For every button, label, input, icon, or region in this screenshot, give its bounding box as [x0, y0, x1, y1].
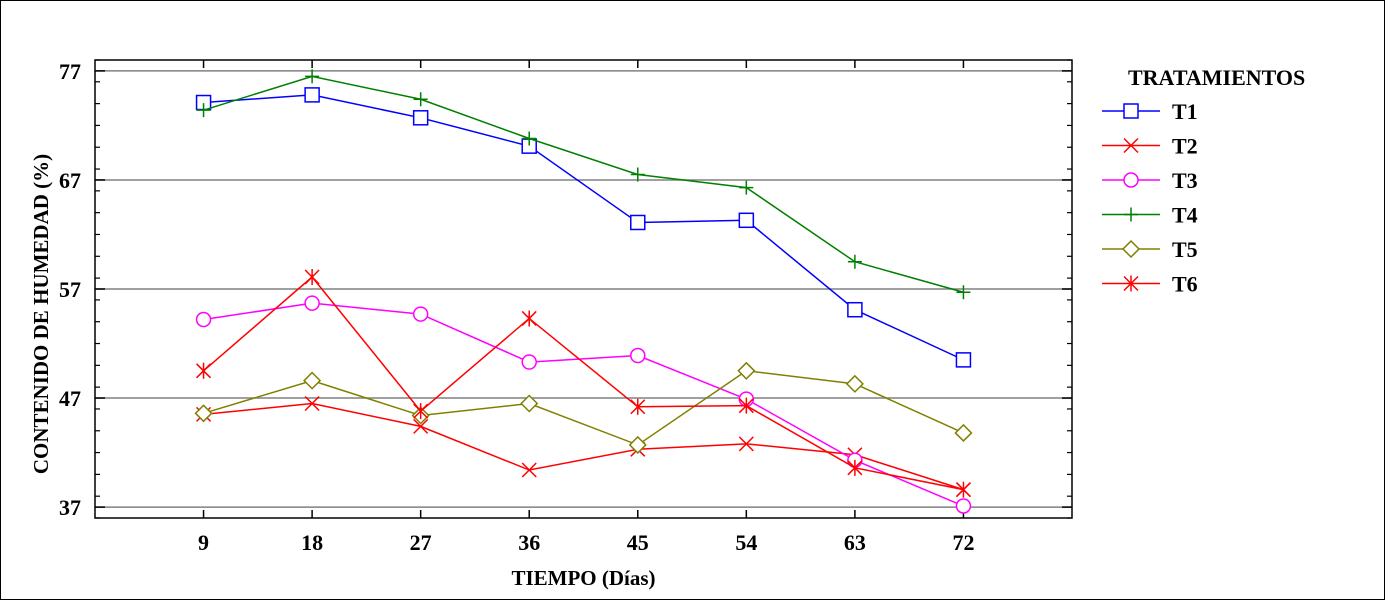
- data-point-t3: [631, 349, 645, 363]
- series-line-t2: [204, 404, 964, 490]
- x-tick-label: 36: [518, 530, 540, 555]
- legend-label: T5: [1172, 237, 1198, 262]
- y-tick-label: 67: [59, 168, 81, 193]
- data-point-t1: [739, 213, 753, 227]
- legend-marker: [1124, 173, 1138, 187]
- legend-label: T6: [1172, 272, 1198, 297]
- data-point-t1: [956, 353, 970, 367]
- data-point-t3: [956, 499, 970, 513]
- series-t2: [197, 397, 971, 497]
- y-tick-label: 37: [59, 495, 81, 520]
- data-point-t3: [197, 313, 211, 327]
- data-point-t5: [738, 363, 754, 379]
- data-point-t1: [305, 88, 319, 102]
- data-point-t4: [739, 181, 753, 195]
- legend-item-t1: T1: [1102, 99, 1198, 124]
- legend-item-t2: T2: [1102, 134, 1198, 159]
- data-point-t1: [631, 215, 645, 229]
- data-point-t3: [522, 355, 536, 369]
- legend-item-t5: T5: [1102, 237, 1198, 262]
- legend-label: T3: [1172, 168, 1198, 193]
- legend-item-t4: T4: [1102, 203, 1198, 228]
- data-point-t3: [305, 296, 319, 310]
- legend-marker: [1123, 241, 1139, 257]
- x-tick-label: 54: [735, 530, 757, 555]
- data-point-t4: [414, 92, 428, 106]
- x-tick-label: 9: [198, 530, 209, 555]
- data-point-t6: [414, 403, 428, 419]
- x-tick-label: 18: [301, 530, 323, 555]
- data-point-t4: [848, 255, 862, 269]
- data-point-t5: [847, 376, 863, 392]
- y-tick-label: 47: [59, 386, 81, 411]
- data-point-t6: [956, 482, 970, 498]
- data-point-t5: [304, 373, 320, 389]
- legend-label: T2: [1172, 134, 1198, 159]
- gridlines: [95, 71, 1072, 507]
- x-axis-title: TIEMPO (Días): [511, 566, 655, 590]
- x-tick-label: 72: [952, 530, 974, 555]
- data-point-t3: [414, 307, 428, 321]
- legend: T1 T2 T3 T4 T5 T6: [1102, 99, 1198, 297]
- x-tick-label: 27: [410, 530, 432, 555]
- data-point-t6: [197, 363, 211, 379]
- data-point-t6: [522, 310, 536, 326]
- y-axis-title: CONTENIDO DE HUMEDAD (%): [29, 154, 53, 474]
- data-point-t4: [956, 285, 970, 299]
- legend-item-t6: T6: [1102, 272, 1198, 297]
- legend-title: TRATAMIENTOS: [1128, 65, 1305, 90]
- series-t1: [197, 88, 971, 367]
- data-point-t6: [848, 460, 862, 476]
- series-layer: [196, 69, 972, 513]
- data-point-t6: [305, 269, 319, 285]
- data-point-t2: [522, 463, 536, 477]
- data-point-t5: [955, 425, 971, 441]
- data-point-t1: [848, 303, 862, 317]
- legend-item-t3: T3: [1102, 168, 1198, 193]
- series-line-t1: [204, 95, 964, 360]
- legend-label: T1: [1172, 99, 1198, 124]
- y-tick-label: 57: [59, 277, 81, 302]
- x-tick-label: 45: [627, 530, 649, 555]
- data-point-t1: [414, 111, 428, 125]
- legend-marker: [1124, 208, 1138, 222]
- data-point-t5: [196, 405, 212, 421]
- series-t5: [196, 363, 972, 453]
- x-tick-label: 63: [844, 530, 866, 555]
- legend-marker: [1124, 104, 1138, 118]
- y-tick-label: 77: [59, 59, 81, 84]
- legend-label: T4: [1172, 203, 1198, 228]
